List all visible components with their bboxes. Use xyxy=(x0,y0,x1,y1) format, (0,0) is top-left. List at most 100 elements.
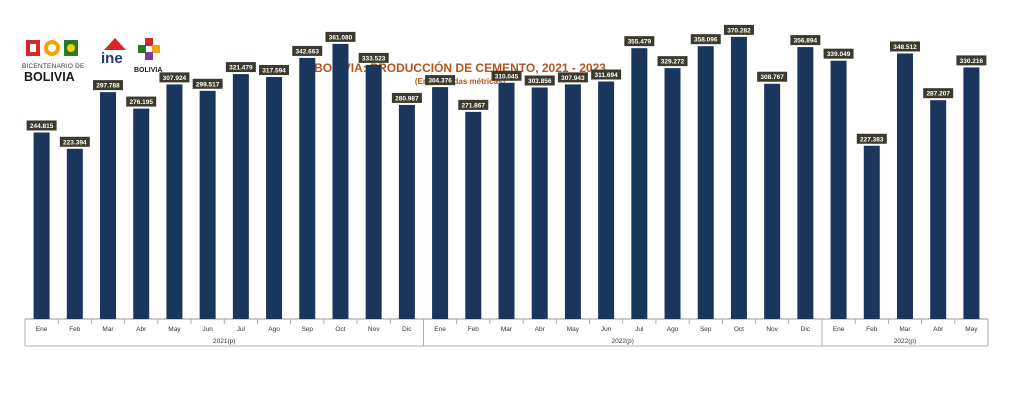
value-label-bg-17 xyxy=(591,69,622,80)
category-label-19: Ago xyxy=(667,326,679,333)
category-label-13: Feb xyxy=(468,326,480,333)
category-label-3: Abr xyxy=(136,326,147,333)
value-label-5: 299.517 xyxy=(196,81,220,88)
value-label-13: 271.867 xyxy=(462,102,486,109)
category-label-26: Mar xyxy=(899,326,911,333)
value-label-bg-9 xyxy=(325,31,356,42)
bar-20 xyxy=(697,46,714,320)
value-label-21: 370.282 xyxy=(727,27,751,34)
bar-5 xyxy=(199,90,216,319)
value-label-bg-24 xyxy=(823,48,854,59)
value-label-6: 321.479 xyxy=(229,65,253,72)
bar-14 xyxy=(498,82,515,319)
logos: BICENTENARIO DE BOLIVIA ine BOLIVIA xyxy=(22,36,182,86)
value-label-9: 361.080 xyxy=(329,34,353,41)
value-label-1: 223.394 xyxy=(63,139,87,146)
ine-logo-text: ine xyxy=(101,50,123,67)
value-label-2: 297.788 xyxy=(96,83,120,90)
bar-8 xyxy=(299,57,316,319)
category-label-0: Ene xyxy=(36,326,48,333)
bar-1 xyxy=(66,148,83,319)
value-label-17: 311.694 xyxy=(595,72,619,79)
value-label-bg-23 xyxy=(790,35,821,46)
category-label-27: Abr xyxy=(933,326,944,333)
category-label-11: Dic xyxy=(402,326,412,333)
category-label-12: Ene xyxy=(434,326,446,333)
chart-title: BOLIVIA: PRODUCCIÓN DE CEMENTO, 2021 - 2… xyxy=(314,61,606,75)
bar-19 xyxy=(664,68,681,319)
bar-10 xyxy=(365,64,382,319)
value-label-bg-18 xyxy=(624,36,655,47)
value-label-bg-10 xyxy=(358,52,389,63)
value-label-bg-2 xyxy=(93,80,124,91)
bar-0 xyxy=(33,132,50,319)
value-label-bg-4 xyxy=(159,72,190,83)
category-label-21: Oct xyxy=(734,326,744,333)
category-label-1: Feb xyxy=(69,326,81,333)
value-label-bg-19 xyxy=(657,56,688,67)
value-label-bg-20 xyxy=(690,34,721,45)
group-label-2: 2022(p) xyxy=(894,338,916,345)
value-label-11: 280.987 xyxy=(395,95,419,102)
category-label-14: Mar xyxy=(501,326,513,333)
bar-3 xyxy=(133,108,150,320)
value-label-bg-28 xyxy=(956,55,987,66)
value-label-20: 358.096 xyxy=(694,37,718,44)
value-label-bg-27 xyxy=(923,88,954,99)
value-label-16: 307.943 xyxy=(561,75,585,82)
value-label-bg-3 xyxy=(126,96,157,107)
value-label-bg-7 xyxy=(259,65,290,76)
bar-6 xyxy=(232,74,249,319)
bar-23 xyxy=(797,47,814,320)
group-label-0: 2021(p) xyxy=(213,338,235,345)
value-label-10: 333.523 xyxy=(362,55,386,62)
value-label-bg-6 xyxy=(225,62,256,73)
value-label-bg-26 xyxy=(889,41,920,52)
value-label-0: 244.815 xyxy=(30,123,54,130)
value-label-28: 330.216 xyxy=(960,58,984,65)
category-label-24: Ene xyxy=(833,326,845,333)
bicentenario-caption: BICENTENARIO DE xyxy=(22,63,85,70)
estado-logo-icon xyxy=(138,38,160,60)
category-label-2: Mar xyxy=(102,326,114,333)
category-label-4: May xyxy=(168,326,181,333)
value-label-14: 310.045 xyxy=(495,73,519,80)
bar-21 xyxy=(730,36,747,320)
bar-12 xyxy=(432,87,449,319)
value-label-22: 308.767 xyxy=(760,74,784,81)
category-label-17: Jun xyxy=(601,326,612,333)
bar-24 xyxy=(830,60,847,320)
value-label-bg-22 xyxy=(757,71,788,82)
value-label-27: 287.207 xyxy=(926,91,950,98)
category-label-22: Nov xyxy=(766,326,778,333)
bar-16 xyxy=(564,84,581,319)
category-label-25: Feb xyxy=(866,326,878,333)
value-label-24: 339.049 xyxy=(827,51,851,58)
value-label-15: 303.856 xyxy=(528,78,552,85)
value-label-bg-16 xyxy=(557,72,588,83)
category-label-5: Jun xyxy=(202,326,213,333)
bar-13 xyxy=(465,111,482,319)
value-label-bg-15 xyxy=(524,75,555,86)
estado-logo-text: BOLIVIA xyxy=(134,67,163,74)
bar-9 xyxy=(332,43,349,320)
bicentenario-logo-icon xyxy=(26,40,78,56)
value-label-bg-14 xyxy=(491,70,522,81)
value-label-bg-8 xyxy=(292,45,323,56)
value-label-bg-1 xyxy=(59,136,90,147)
category-label-6: Jul xyxy=(237,326,246,333)
category-label-9: Oct xyxy=(335,326,345,333)
value-label-25: 227.383 xyxy=(860,136,884,143)
value-label-18: 355.479 xyxy=(628,39,652,46)
value-label-19: 329.272 xyxy=(661,59,685,66)
value-label-bg-5 xyxy=(192,78,223,89)
value-label-4: 307.924 xyxy=(163,75,187,82)
bar-15 xyxy=(531,87,548,320)
value-label-7: 317.594 xyxy=(262,68,286,75)
value-label-26: 348.512 xyxy=(893,44,917,51)
bar-11 xyxy=(398,104,415,319)
bar-26 xyxy=(896,53,913,320)
category-label-10: Nov xyxy=(368,326,380,333)
bar-27 xyxy=(930,100,947,319)
